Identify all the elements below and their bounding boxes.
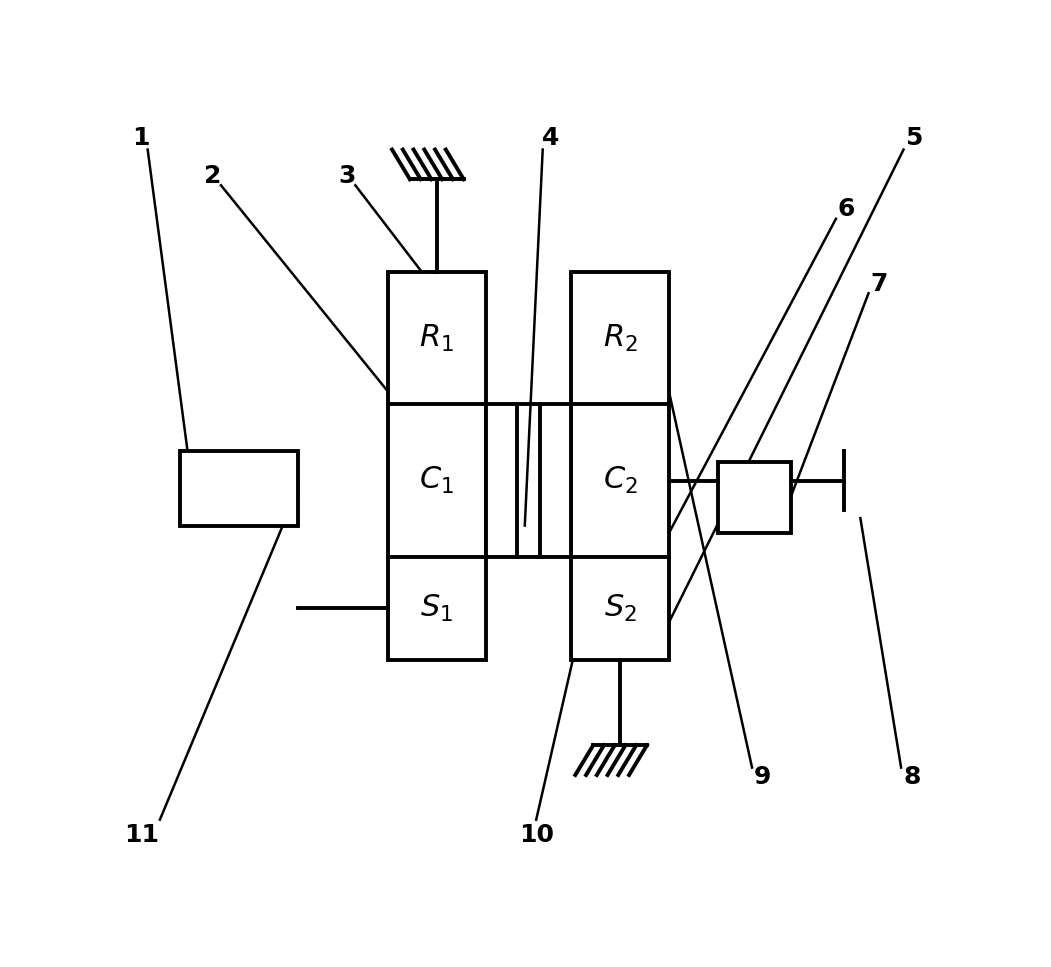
- Bar: [388, 273, 486, 659]
- Text: 5: 5: [905, 127, 922, 151]
- Text: $C_2$: $C_2$: [602, 465, 638, 496]
- Text: 10: 10: [519, 823, 554, 846]
- Bar: [540, 404, 572, 557]
- Text: 4: 4: [542, 127, 559, 151]
- Text: $R_1$: $R_1$: [419, 323, 454, 354]
- Text: 11: 11: [124, 823, 160, 846]
- Text: 1: 1: [132, 127, 150, 151]
- Text: $S_1$: $S_1$: [420, 593, 453, 624]
- Text: 6: 6: [838, 197, 856, 221]
- Bar: [181, 451, 298, 525]
- Text: $C_1$: $C_1$: [419, 465, 454, 496]
- Text: 2: 2: [204, 163, 222, 188]
- Text: 9: 9: [754, 765, 771, 789]
- Text: 8: 8: [903, 765, 921, 789]
- Text: 3: 3: [338, 163, 356, 188]
- Bar: [718, 462, 791, 533]
- Bar: [572, 273, 668, 659]
- Text: 7: 7: [870, 272, 888, 296]
- Text: $R_2$: $R_2$: [602, 323, 638, 354]
- Text: $S_2$: $S_2$: [603, 593, 637, 624]
- Bar: [486, 404, 517, 557]
